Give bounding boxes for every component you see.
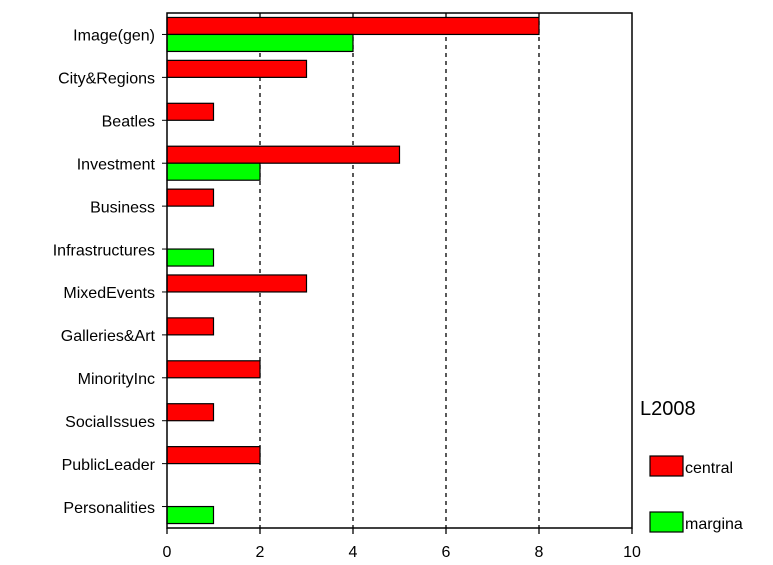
bar-central <box>166 274 308 293</box>
category-label: Business <box>90 199 155 216</box>
x-tick-label: 10 <box>623 544 641 561</box>
bar-margina <box>166 162 261 181</box>
category-label: City&Regions <box>58 71 155 88</box>
legend-swatch-margina <box>649 511 684 533</box>
plot-frame <box>166 12 633 529</box>
x-tick-label: 4 <box>349 544 358 561</box>
bar-central <box>166 317 215 336</box>
category-label: Personalities <box>63 500 155 517</box>
bar-central <box>166 59 308 78</box>
grid-lines <box>259 13 540 528</box>
x-tick-label: 6 <box>442 544 451 561</box>
legend-title: L2008 <box>640 398 696 420</box>
category-label: MinorityInc <box>78 371 155 388</box>
bar-central <box>166 102 215 121</box>
category-label: Galleries&Art <box>61 328 156 345</box>
bar-central <box>166 16 540 36</box>
category-labels: Image(gen) City&Regions Beatles Investment B… <box>53 28 167 517</box>
category-label: MixedEvents <box>63 285 155 302</box>
bar-central <box>166 188 215 207</box>
category-label: Infrastructures <box>53 242 155 259</box>
category-label: Investment <box>77 156 156 173</box>
x-tick-label: 8 <box>535 544 544 561</box>
category-label: PublicLeader <box>62 457 156 474</box>
x-tick-label: 2 <box>256 544 265 561</box>
category-label: Beatles <box>102 114 155 131</box>
bar-central <box>166 360 261 379</box>
x-axis-ticks: 0 2 4 6 8 10 <box>163 528 641 561</box>
category-label: Image(gen) <box>73 28 155 45</box>
bar-central <box>166 403 215 422</box>
legend-label-central: central <box>685 460 733 477</box>
bar-margina <box>166 505 215 525</box>
x-tick-label: 0 <box>163 544 172 561</box>
legend-swatch-central <box>649 455 684 477</box>
bars <box>166 16 540 525</box>
legend-label-margina: margina <box>685 516 743 533</box>
bar-central <box>166 145 401 164</box>
bar-margina <box>166 33 354 53</box>
bar-margina <box>166 248 215 267</box>
bar-central <box>166 446 261 465</box>
legend: L2008 central margina <box>640 398 743 533</box>
category-label: SocialIssues <box>65 414 155 431</box>
